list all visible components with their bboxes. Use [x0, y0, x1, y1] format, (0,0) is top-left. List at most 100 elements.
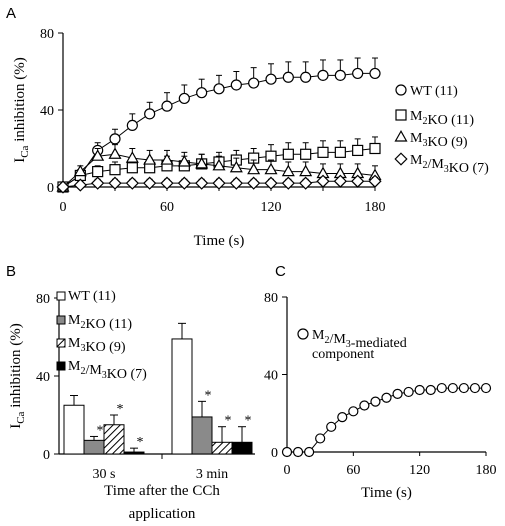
- data-point: [351, 174, 365, 188]
- data-point: [178, 92, 190, 105]
- data-point: [317, 69, 329, 81]
- x-tick-label: 0: [60, 200, 67, 215]
- data-point: [109, 133, 121, 145]
- data-point: [109, 164, 121, 176]
- data-point: [248, 77, 260, 89]
- data-point: [299, 164, 313, 177]
- panel-b-letter: B: [6, 263, 16, 280]
- data-point: [247, 162, 261, 175]
- data-point: [403, 386, 414, 398]
- data-point: [196, 87, 208, 99]
- data-point: [369, 142, 381, 155]
- x-axis-label-line1: Time after the CCh: [104, 483, 220, 499]
- legend-marker: [395, 109, 407, 121]
- significance-marker: *: [205, 388, 212, 403]
- data-point: [281, 176, 295, 190]
- data-point: [73, 178, 87, 192]
- bar: [191, 416, 213, 455]
- data-point: [125, 176, 139, 190]
- data-point: [299, 176, 313, 190]
- data-point: [177, 176, 191, 190]
- data-point: [317, 146, 329, 158]
- x-tick-label: 60: [346, 463, 360, 478]
- legend-label: WT (11): [410, 84, 458, 99]
- significance-marker: *: [137, 435, 144, 450]
- data-point: [282, 148, 294, 160]
- legend-label: M2/M3-mediated: [312, 328, 407, 351]
- y-tick-label: 40: [36, 370, 50, 385]
- data-point: [195, 156, 209, 169]
- y-tick-label: 80: [36, 292, 50, 307]
- data-point: [264, 162, 278, 175]
- x-axis-label: Time (s): [194, 233, 245, 249]
- bar: [231, 441, 253, 455]
- data-point: [143, 153, 157, 165]
- significance-marker: *: [245, 414, 252, 429]
- legend-marker: [394, 152, 408, 166]
- y-tick-label: 40: [264, 369, 278, 384]
- significance-marker: *: [97, 423, 104, 438]
- data-point: [108, 147, 122, 159]
- x-tick-label: 180: [476, 463, 497, 478]
- data-point: [161, 100, 173, 112]
- legend-swatch: [56, 315, 66, 325]
- y-axis-label: ICa inhibition (%): [8, 323, 27, 429]
- data-point: [392, 388, 403, 399]
- data-point: [348, 406, 359, 417]
- data-point: [73, 164, 87, 177]
- data-point: [316, 174, 330, 188]
- significance-marker: *: [117, 402, 124, 417]
- category-label: 3 min: [196, 467, 228, 482]
- data-point: [212, 176, 226, 190]
- data-point: [352, 67, 364, 80]
- x-tick-label: 0: [284, 463, 291, 478]
- data-point: [265, 73, 277, 85]
- panel-a-letter: A: [6, 5, 16, 22]
- legend-label-line2: component: [312, 347, 374, 362]
- bar: [103, 424, 125, 455]
- data-point: [213, 83, 225, 95]
- y-tick-label: 80: [264, 291, 278, 306]
- data-point: [326, 421, 337, 432]
- data-point: [281, 446, 293, 458]
- legend-label: M2/M3KO (7): [68, 359, 147, 382]
- y-axis-label: ICa inhibition (%): [12, 57, 31, 163]
- data-point: [370, 396, 381, 407]
- y-tick-label: 40: [40, 104, 54, 119]
- data-point: [425, 384, 436, 396]
- x-tick-label: 180: [365, 200, 386, 215]
- data-point: [282, 71, 294, 83]
- x-tick-label: 120: [261, 200, 282, 215]
- panel-c-line-chart: 0 40 80 0 60 120 180 Time (s) M2/M3-mediatedcomp…: [264, 291, 497, 501]
- legend-label: WT (11): [68, 289, 116, 304]
- data-point: [447, 382, 458, 394]
- legend-swatch: [56, 361, 66, 371]
- panel-c-letter: C: [275, 263, 286, 280]
- data-point: [177, 155, 191, 167]
- data-point: [144, 108, 156, 120]
- data-point: [92, 166, 104, 178]
- data-point: [315, 433, 326, 444]
- data-point: [381, 392, 392, 403]
- data-point: [229, 160, 243, 173]
- data-point: [281, 164, 295, 177]
- legend-marker: [395, 84, 407, 96]
- x-axis-label: Time (s): [361, 485, 412, 501]
- data-point: [247, 176, 261, 190]
- data-point: [229, 176, 243, 190]
- data-point: [304, 446, 315, 458]
- data-point: [334, 146, 346, 158]
- category-label: 30 s: [93, 467, 116, 482]
- bar: [123, 451, 145, 455]
- legend-label: M3KO (9): [410, 131, 468, 150]
- data-point: [369, 67, 381, 80]
- bar: [63, 404, 85, 455]
- y-tick-label: 0: [43, 448, 50, 463]
- legend-swatch: [56, 291, 66, 301]
- data-point: [125, 151, 139, 163]
- panel-a-line-chart: 0 40 80 0 60 120 180 Time (s) ICa inhibition (%)…: [12, 27, 489, 249]
- data-point: [300, 148, 312, 160]
- data-point: [108, 176, 122, 190]
- data-point: [414, 384, 425, 396]
